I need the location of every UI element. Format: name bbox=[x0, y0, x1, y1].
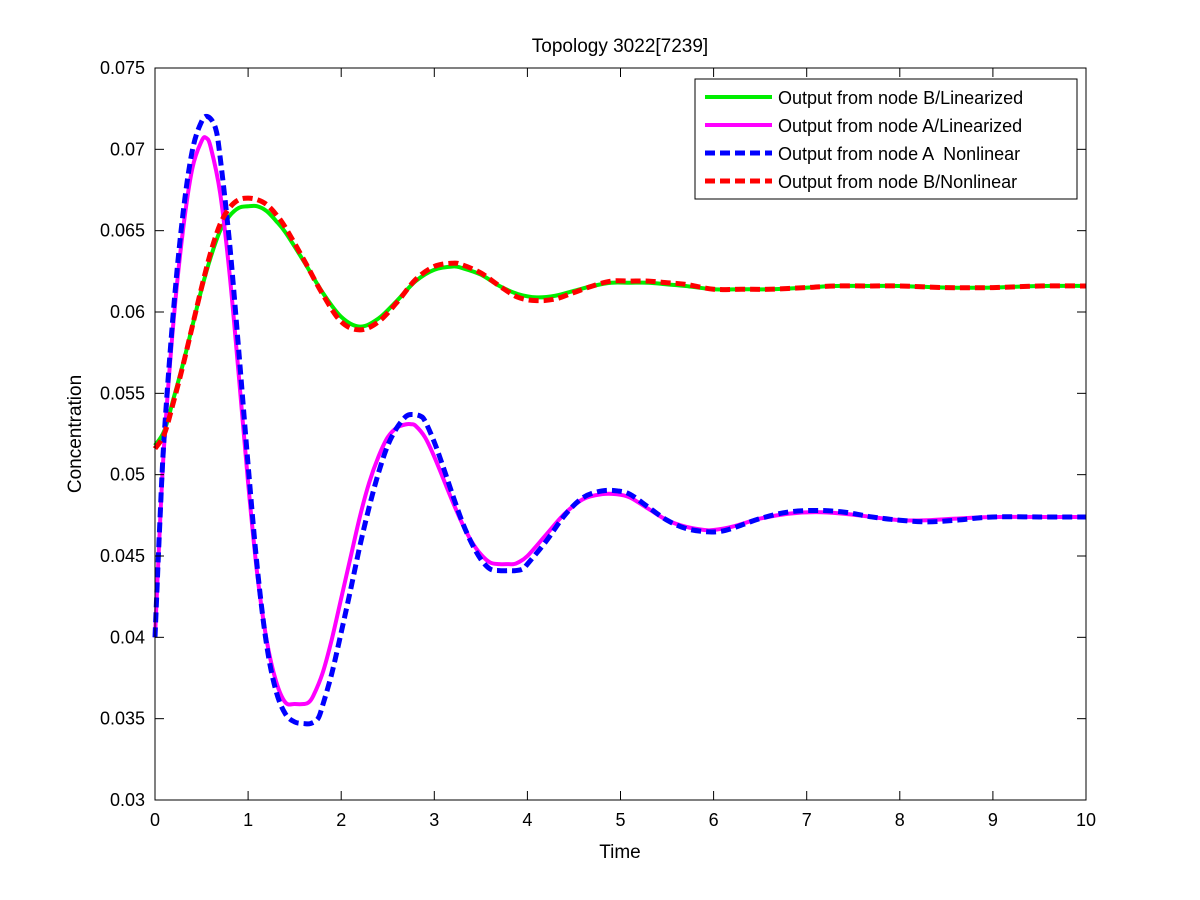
y-tick-label: 0.055 bbox=[100, 383, 145, 403]
y-tick-label: 0.065 bbox=[100, 221, 145, 241]
y-tick-label: 0.045 bbox=[100, 546, 145, 566]
legend: Output from node B/Linearized Output fro… bbox=[694, 78, 1078, 200]
x-tick-label: 9 bbox=[988, 810, 998, 830]
y-tick-label: 0.075 bbox=[100, 58, 145, 78]
x-tick-label: 4 bbox=[522, 810, 532, 830]
legend-label-node-b-nonlinear: Output from node B/Nonlinear bbox=[778, 172, 1017, 192]
plot-frame bbox=[154, 67, 1087, 801]
y-tick-label: 0.04 bbox=[110, 627, 145, 647]
x-tick-label: 3 bbox=[429, 810, 439, 830]
x-tick-label: 2 bbox=[336, 810, 346, 830]
series-line-node-b-nonlinear bbox=[152, 195, 1087, 451]
x-axis-label: Time bbox=[599, 842, 641, 863]
legend-label-node-a-nonlinear: Output from node A Nonlinear bbox=[778, 144, 1020, 164]
x-tick-label: 7 bbox=[802, 810, 812, 830]
y-axis-label: Concentration bbox=[65, 375, 86, 493]
series-line-node-a-nonlinear bbox=[152, 113, 1086, 727]
chart-title: Topology 3022[7239] bbox=[532, 36, 708, 57]
series-layer bbox=[152, 113, 1087, 727]
x-tick-label: 10 bbox=[1076, 810, 1096, 830]
x-tick-label: 5 bbox=[615, 810, 625, 830]
y-tick-label: 0.035 bbox=[100, 709, 145, 729]
legend-label-node-b-linearized: Output from node B/Linearized bbox=[778, 88, 1023, 108]
x-tick-label: 6 bbox=[709, 810, 719, 830]
y-tick-label: 0.07 bbox=[110, 139, 145, 159]
legend-label-node-a-linearized: Output from node A/Linearized bbox=[778, 116, 1022, 136]
ticks-layer: 0 1 2 3 4 5 6 7 8 9 10 0.03 0.035 0.04 0.045 0.05 0.055 0… bbox=[100, 58, 1096, 830]
x-tick-label: 8 bbox=[895, 810, 905, 830]
x-tick-label: 1 bbox=[243, 810, 253, 830]
y-tick-label: 0.06 bbox=[110, 302, 145, 322]
x-tick-label: 0 bbox=[150, 810, 160, 830]
y-tick-label: 0.03 bbox=[110, 790, 145, 810]
y-tick-label: 0.05 bbox=[110, 465, 145, 485]
